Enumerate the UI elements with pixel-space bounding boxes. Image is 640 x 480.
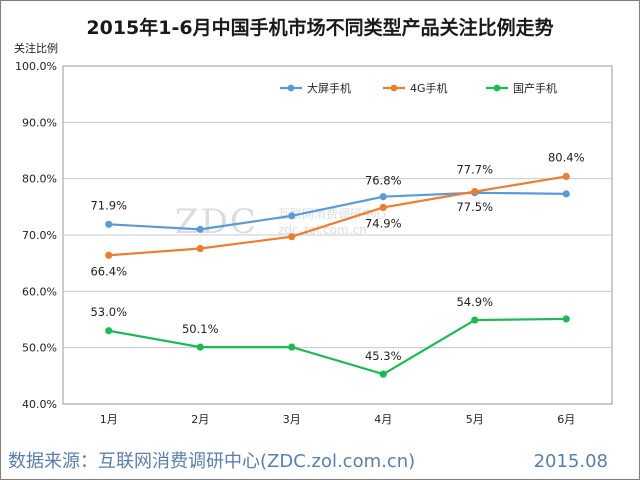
y-axis-ticks: 40.0% 50.0% 60.0% 70.0% 80.0% 90.0% 100.0% — [15, 60, 57, 411]
source-note: 数据来源：互联网消费调研中心(ZDC.zol.com.cn) — [8, 451, 415, 472]
data-label: 66.4% — [90, 264, 127, 278]
data-point — [471, 188, 479, 196]
y-tick-label: 60.0% — [22, 285, 57, 298]
grid-lines — [63, 121, 612, 349]
data-point — [471, 316, 479, 324]
legend-label: 4G手机 — [410, 81, 448, 95]
x-tick-label: 6月 — [557, 413, 575, 426]
x-tick-label: 2月 — [191, 413, 209, 426]
y-axis-label: 关注比例 — [14, 41, 58, 55]
data-point — [196, 343, 204, 351]
y-tick-label: 70.0% — [22, 229, 57, 242]
y-tick-label: 40.0% — [22, 398, 57, 411]
data-point — [105, 220, 113, 228]
data-point — [105, 327, 113, 335]
legend-marker — [493, 84, 501, 92]
data-label: 71.9% — [90, 198, 127, 212]
data-point — [562, 172, 570, 181]
legend-marker — [390, 84, 398, 92]
watermark-text-cn: 互联网消费调研中心 — [278, 206, 386, 221]
x-tick-label: 1月 — [100, 413, 118, 426]
data-point — [105, 251, 113, 259]
data-point — [379, 193, 387, 201]
legend-label: 大屏手机 — [307, 81, 351, 95]
data-label: 45.3% — [365, 349, 402, 363]
data-label: 80.4% — [548, 150, 585, 164]
data-labels: 71.9% 76.8% 77.5% 66.4% 74.9% 77.7% 80.4% 53.0%… — [90, 150, 584, 363]
data-label: 76.8% — [365, 174, 402, 188]
series-group — [105, 172, 570, 378]
data-label: 77.5% — [456, 200, 493, 214]
chart-title: 2015年1-6月中国手机市场不同类型产品关注比例走势 — [86, 16, 553, 39]
x-tick-label: 3月 — [283, 413, 301, 426]
y-tick-label: 50.0% — [22, 342, 57, 355]
series-line — [108, 317, 567, 376]
x-tick-label: 5月 — [466, 413, 484, 426]
data-point — [196, 225, 204, 233]
series-line — [108, 191, 567, 231]
data-point — [562, 315, 570, 323]
data-label: 50.1% — [182, 322, 219, 336]
report-date: 2015.08 — [534, 451, 608, 472]
y-tick-label: 80.0% — [22, 173, 57, 186]
data-label: 53.0% — [90, 305, 127, 319]
data-point — [379, 203, 387, 211]
data-point — [288, 343, 296, 351]
data-point — [196, 244, 204, 253]
data-point — [288, 212, 296, 220]
y-tick-label: 100.0% — [15, 60, 57, 73]
series-line — [108, 175, 567, 257]
x-axis-ticks: 1月 2月 3月 4月 5月 6月 — [100, 413, 576, 426]
legend-label: 国产手机 — [513, 81, 557, 95]
y-tick-label: 90.0% — [22, 116, 57, 129]
x-tick-label: 4月 — [374, 413, 392, 426]
data-point — [288, 233, 296, 241]
data-label: 77.7% — [456, 163, 493, 177]
legend-marker — [287, 84, 295, 92]
data-point — [379, 370, 387, 378]
legend: 大屏手机 4G手机 国产手机 — [280, 81, 557, 95]
data-point — [562, 190, 570, 198]
data-label: 74.9% — [365, 216, 402, 230]
data-label: 54.9% — [456, 295, 493, 309]
watermark: ZDC 互联网消费调研中心 zdc.zol.com.cn — [175, 202, 386, 242]
